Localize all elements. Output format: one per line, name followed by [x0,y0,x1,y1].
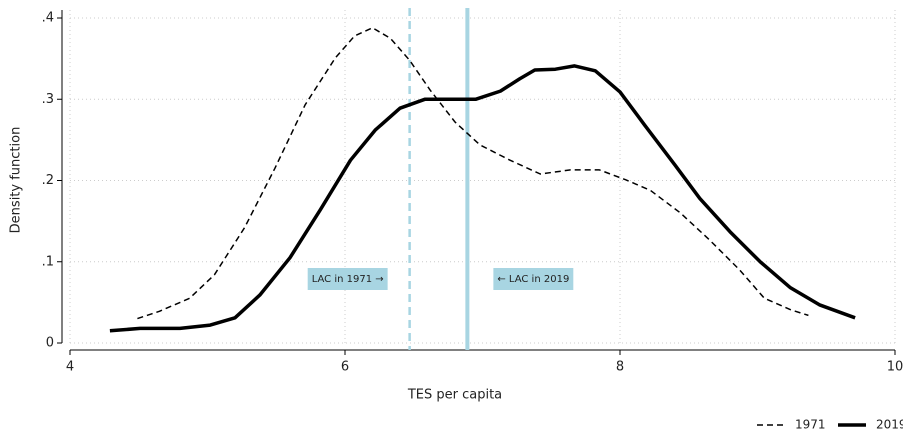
x-axis-label: TES per capita [407,388,502,403]
y-tick-label: 0 [46,336,54,351]
y-axis-label: Density function [9,127,24,234]
y-tick-label: .2 [42,173,54,188]
legend-label: 1971 [795,418,826,432]
line-series [109,64,856,333]
annotation: LAC in 1971 → [312,274,384,285]
annotation-box [307,268,388,290]
line-series [137,27,809,320]
x-tick-label: 8 [616,360,624,375]
y-tick-label: .4 [42,11,54,26]
x-tick-label: 6 [341,360,349,375]
annotation: ← LAC in 2019 [497,274,569,285]
y-tick-label: .1 [42,254,54,269]
annotation-box [493,268,574,290]
legend-label: 2019 [876,418,903,432]
x-tick-label: 4 [66,360,74,375]
x-tick-label: 10 [887,360,903,375]
y-tick-label: .3 [42,92,54,107]
